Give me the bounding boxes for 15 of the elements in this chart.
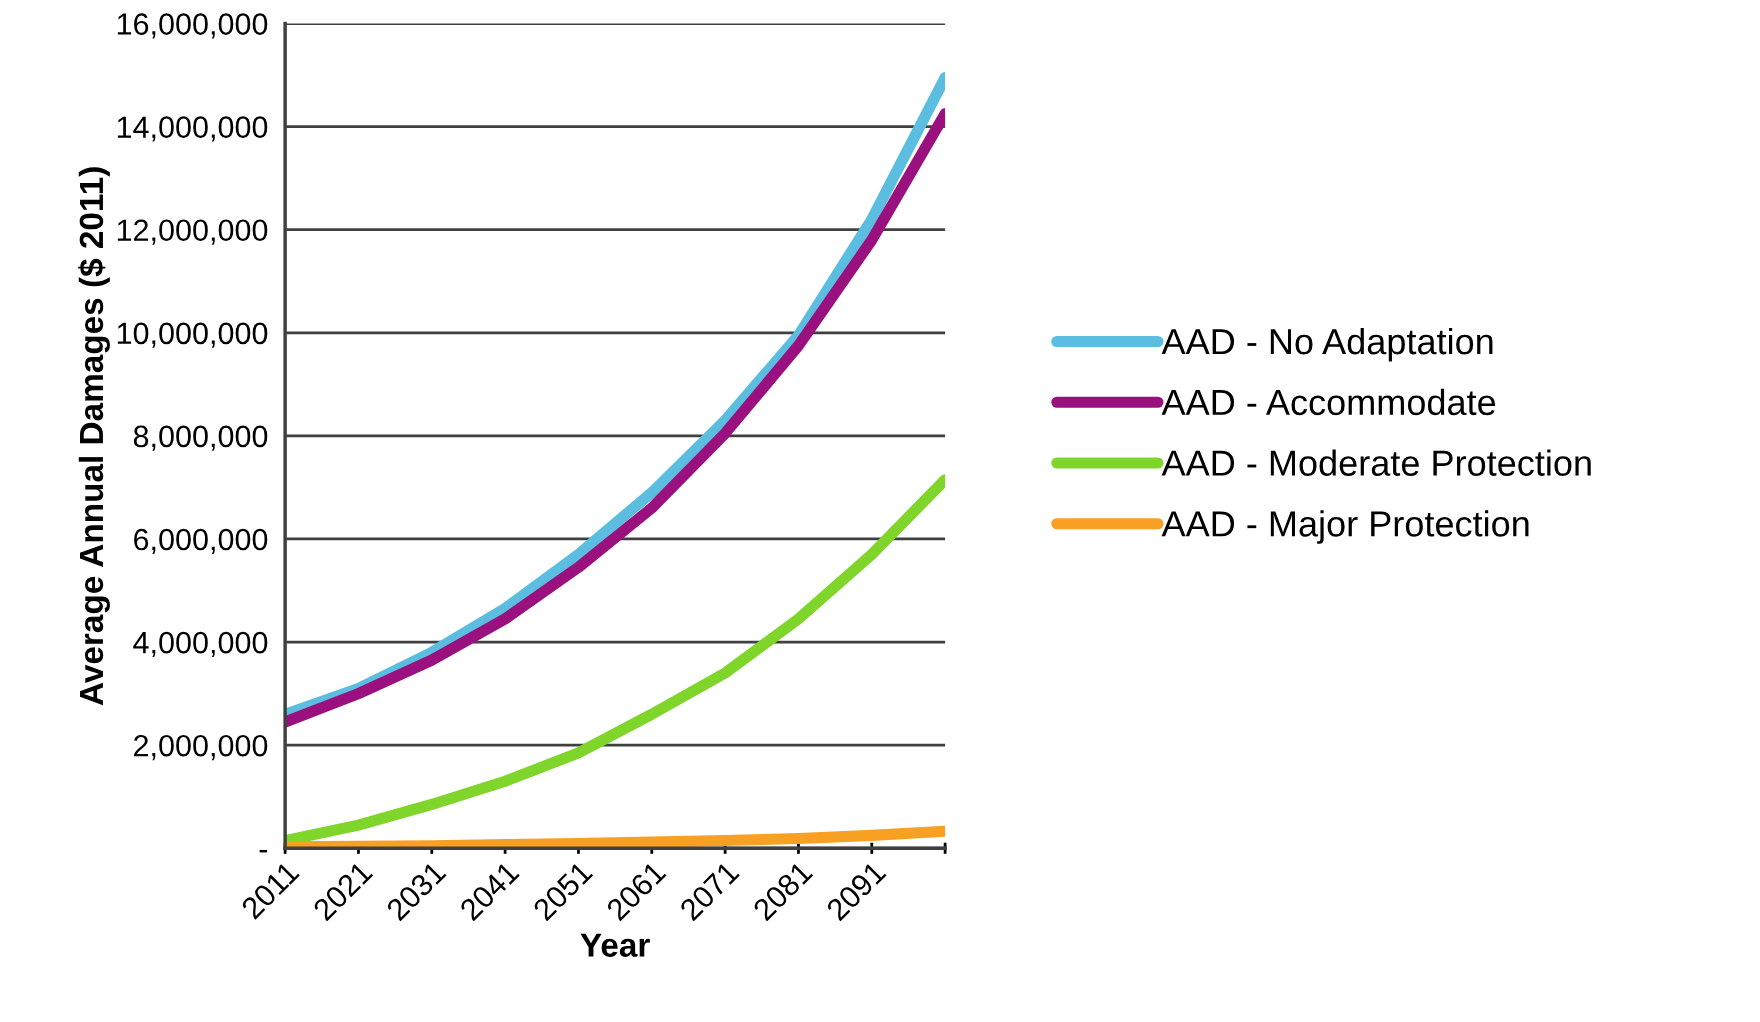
legend-label: AAD - Moderate Protection: [1161, 449, 1591, 476]
legend-label: AAD - No Adaptation: [1161, 327, 1493, 362]
y-axis-title: Average Annual Damages ($ 2011): [78, 167, 110, 706]
y-tick-label: 12,000,000: [117, 219, 268, 245]
legend-label: AAD - Accommodate: [1161, 388, 1496, 416]
y-tick-label: 2,000,000: [134, 734, 268, 761]
x-axis-title: Year: [580, 933, 650, 957]
y-tick-label: -: [259, 850, 268, 853]
y-tick-label: 8,000,000: [133, 425, 268, 451]
y-tick-label: 14,000,000: [117, 116, 268, 142]
y-tick-label: 6,000,000: [134, 528, 268, 554]
legend-label: AAD - Major Protection: [1161, 510, 1529, 544]
y-tick-label: 16,000,000: [117, 13, 268, 39]
y-tick-label: 4,000,000: [133, 631, 268, 658]
y-tick-label: 10,000,000: [117, 322, 268, 348]
